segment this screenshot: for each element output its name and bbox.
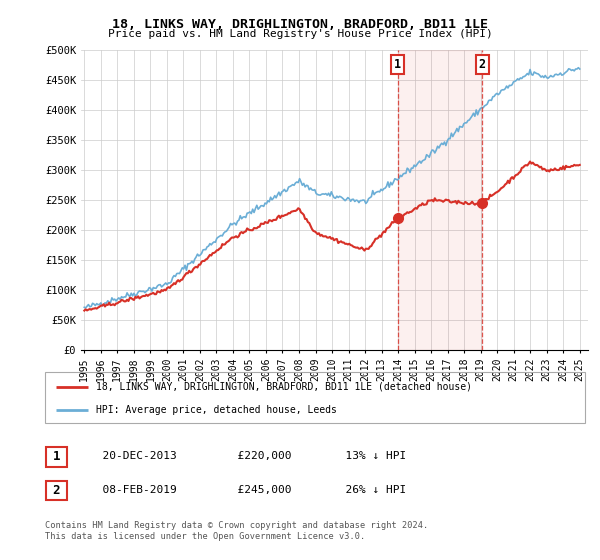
Text: 20-DEC-2013         £220,000        13% ↓ HPI: 20-DEC-2013 £220,000 13% ↓ HPI bbox=[89, 451, 406, 461]
Text: 2: 2 bbox=[479, 58, 486, 71]
Text: HPI: Average price, detached house, Leeds: HPI: Average price, detached house, Leed… bbox=[96, 405, 337, 415]
Text: This data is licensed under the Open Government Licence v3.0.: This data is licensed under the Open Gov… bbox=[45, 532, 365, 541]
Text: 2: 2 bbox=[53, 484, 60, 497]
Text: 18, LINKS WAY, DRIGHLINGTON, BRADFORD, BD11 1LE (detached house): 18, LINKS WAY, DRIGHLINGTON, BRADFORD, B… bbox=[96, 381, 472, 391]
FancyBboxPatch shape bbox=[46, 447, 67, 466]
Text: Contains HM Land Registry data © Crown copyright and database right 2024.: Contains HM Land Registry data © Crown c… bbox=[45, 521, 428, 530]
Text: 1: 1 bbox=[394, 58, 401, 71]
Bar bbox=[398, 50, 482, 350]
Text: 1: 1 bbox=[53, 450, 60, 464]
Text: 08-FEB-2019         £245,000        26% ↓ HPI: 08-FEB-2019 £245,000 26% ↓ HPI bbox=[89, 485, 406, 495]
FancyBboxPatch shape bbox=[46, 481, 67, 500]
Text: Price paid vs. HM Land Registry's House Price Index (HPI): Price paid vs. HM Land Registry's House … bbox=[107, 29, 493, 39]
Text: 18, LINKS WAY, DRIGHLINGTON, BRADFORD, BD11 1LE: 18, LINKS WAY, DRIGHLINGTON, BRADFORD, B… bbox=[112, 18, 488, 31]
